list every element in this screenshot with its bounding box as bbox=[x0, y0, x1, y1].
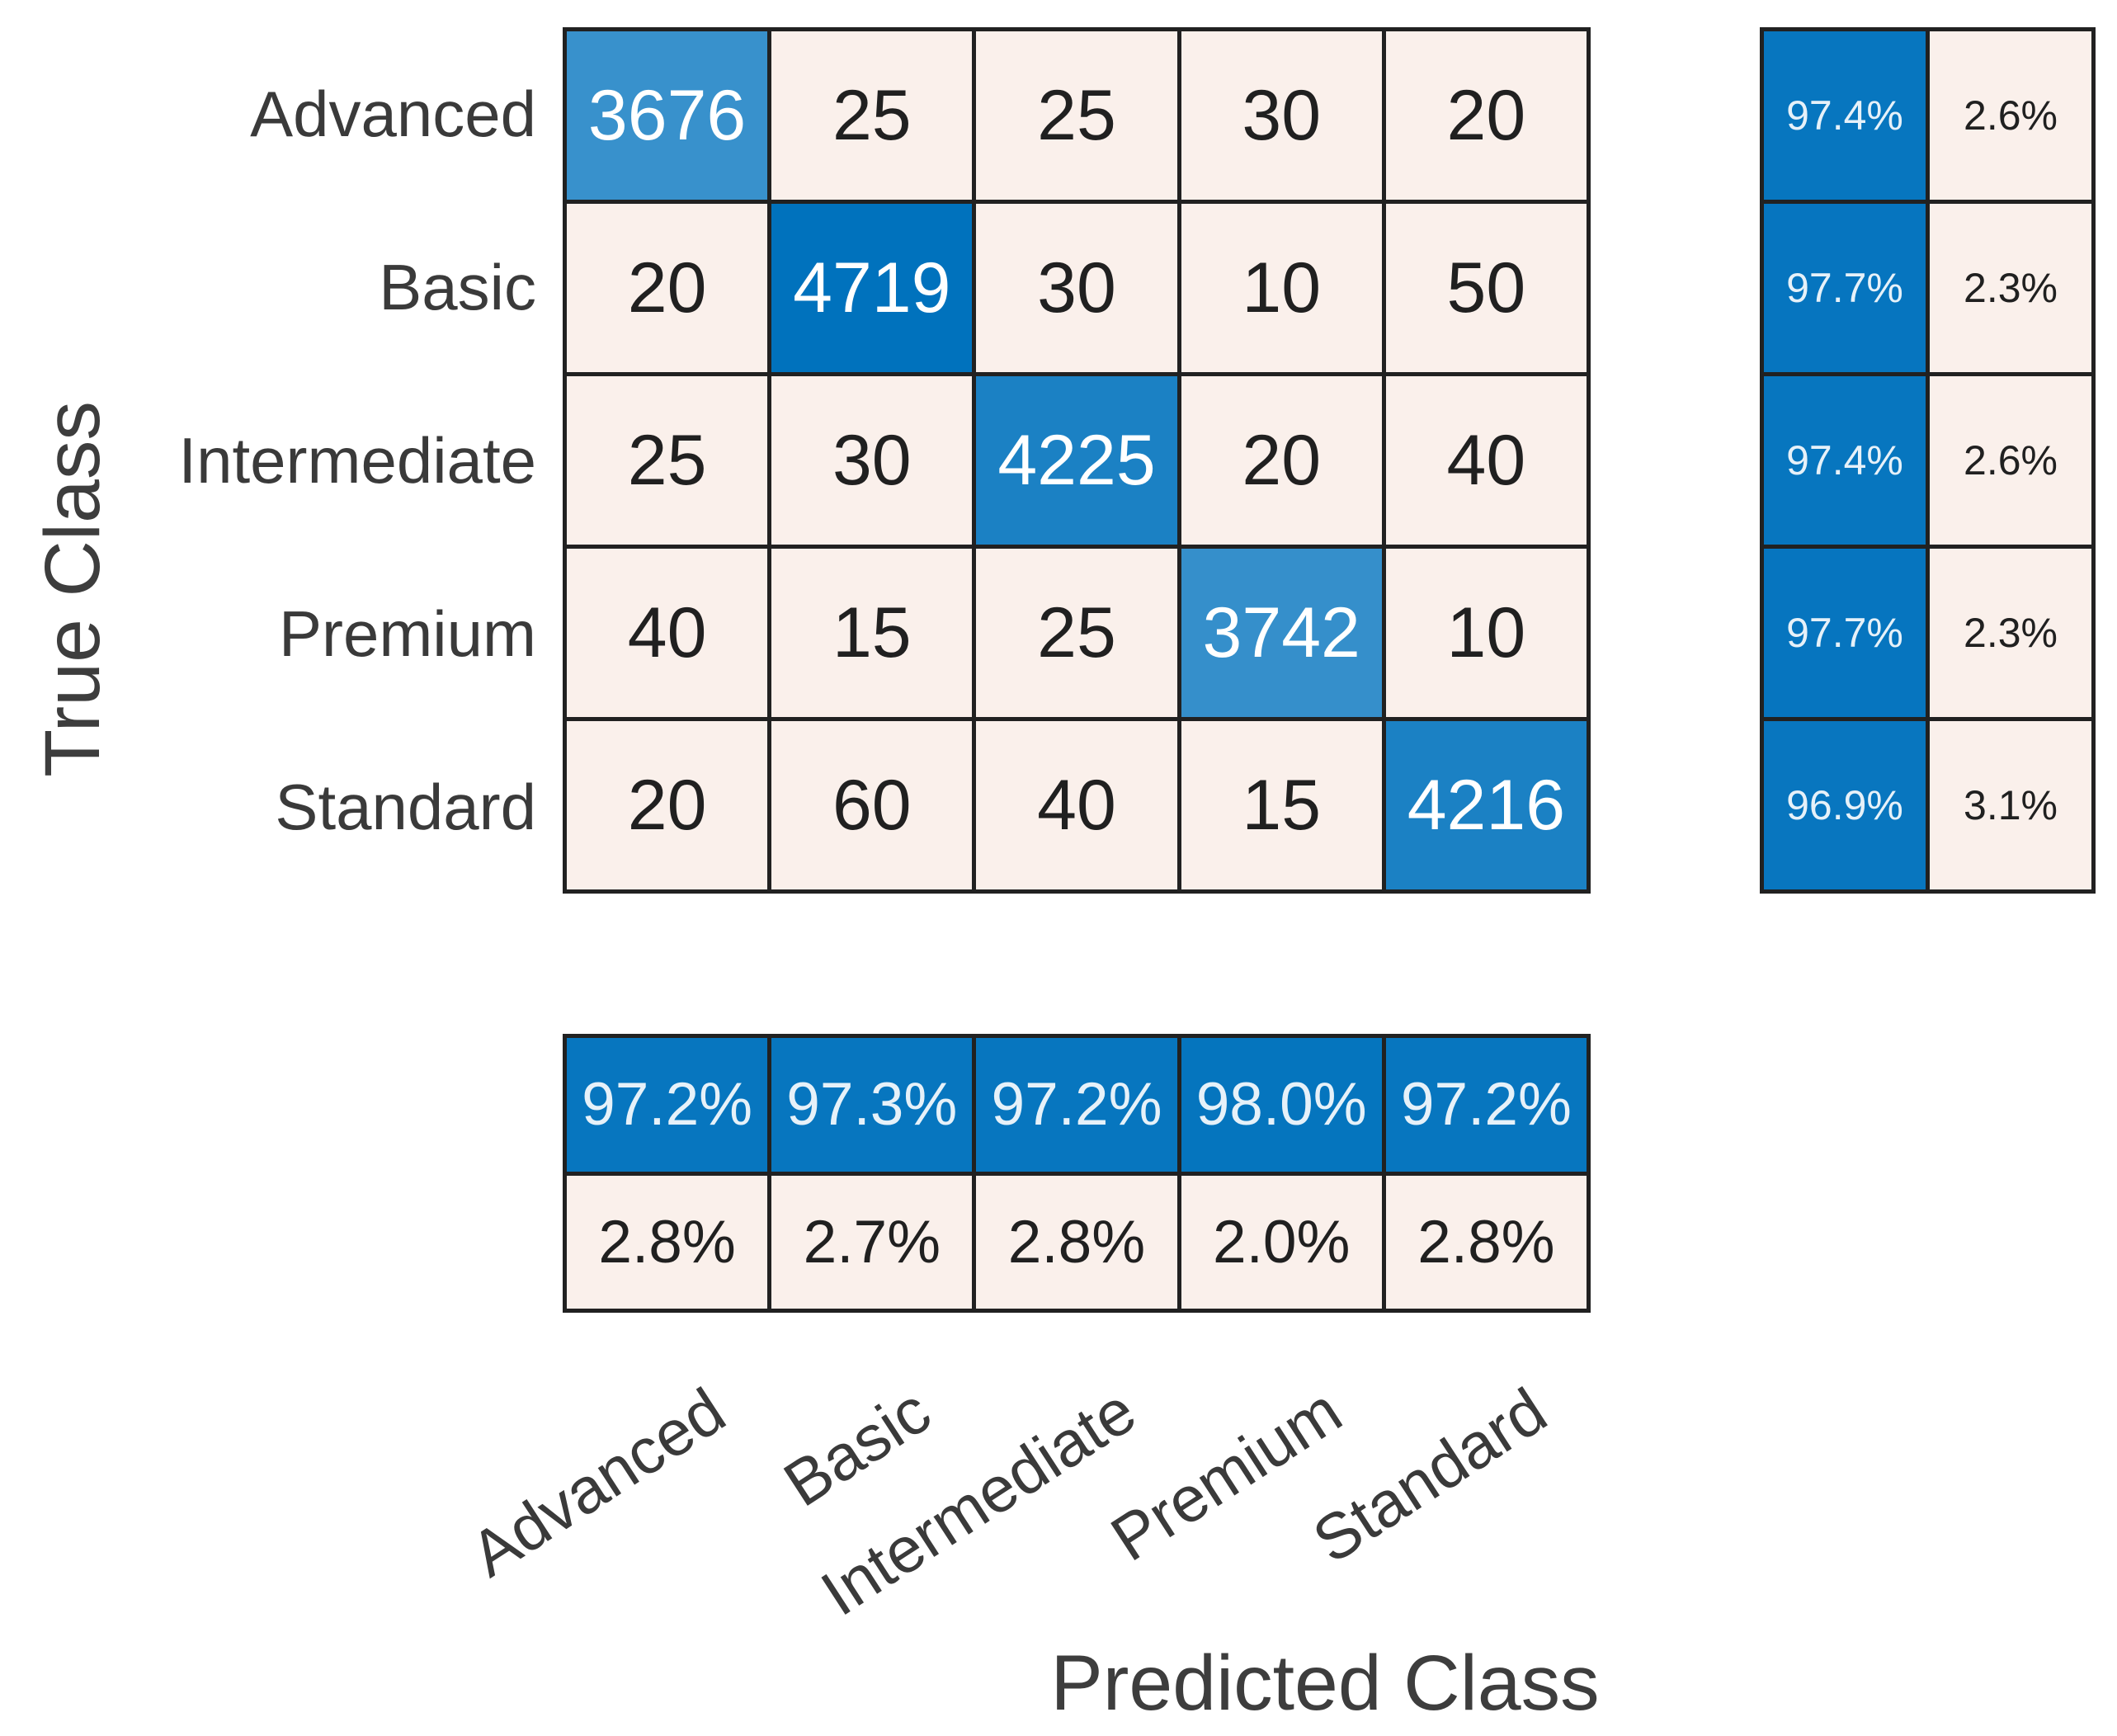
matrix-cell: 20 bbox=[567, 204, 768, 372]
matrix-cell: 3676 bbox=[567, 31, 768, 200]
matrix-cell: 20 bbox=[1181, 376, 1382, 545]
matrix-cell: 15 bbox=[771, 549, 973, 717]
matrix-cell: 10 bbox=[1181, 204, 1382, 372]
x-tick-label: Standard bbox=[1300, 1374, 1559, 1578]
x-tick-label: Premium bbox=[1098, 1374, 1354, 1575]
row-summary-grid: 97.4% 2.6% 97.7% 2.3% 97.4% 2.6% 97.7% 2.3% 96.9… bbox=[1760, 27, 2096, 894]
row-summary-correct-cell: 97.4% bbox=[1764, 31, 1926, 200]
row-summary-correct-cell: 97.7% bbox=[1764, 204, 1926, 372]
x-tick-label: Advanced bbox=[458, 1374, 738, 1591]
col-summary-incorrect-cell: 2.8% bbox=[976, 1175, 1177, 1309]
x-axis-title: Predicted Class bbox=[1050, 1639, 1600, 1727]
matrix-cell: 10 bbox=[1385, 549, 1587, 717]
row-summary-incorrect-cell: 2.6% bbox=[1930, 31, 2091, 200]
col-summary-incorrect-cell: 2.8% bbox=[567, 1175, 768, 1309]
matrix-cell: 4216 bbox=[1385, 721, 1587, 889]
y-axis-title: True Class bbox=[29, 401, 116, 777]
y-tick-label: Standard bbox=[275, 771, 536, 843]
column-summary-grid: 97.2% 97.3% 97.2% 98.0% 97.2% 2.8% 2.7% 2.8% 2.0… bbox=[563, 1034, 1591, 1313]
col-summary-correct-cell: 97.2% bbox=[567, 1038, 768, 1172]
col-summary-incorrect-cell: 2.7% bbox=[771, 1175, 973, 1309]
matrix-cell: 25 bbox=[976, 31, 1177, 200]
row-summary-correct-cell: 96.9% bbox=[1764, 721, 1926, 889]
matrix-cell: 25 bbox=[567, 376, 768, 545]
row-summary-incorrect-cell: 2.3% bbox=[1930, 549, 2091, 717]
matrix-cell: 30 bbox=[771, 376, 973, 545]
row-summary-incorrect-cell: 3.1% bbox=[1930, 721, 2091, 889]
col-summary-incorrect-cell: 2.0% bbox=[1181, 1175, 1382, 1309]
col-summary-incorrect-cell: 2.8% bbox=[1385, 1175, 1587, 1309]
matrix-cell: 40 bbox=[567, 549, 768, 717]
matrix-cell: 40 bbox=[976, 721, 1177, 889]
matrix-cell: 30 bbox=[1181, 31, 1382, 200]
row-summary-correct-cell: 97.7% bbox=[1764, 549, 1926, 717]
matrix-cell: 25 bbox=[976, 549, 1177, 717]
col-summary-correct-cell: 97.2% bbox=[976, 1038, 1177, 1172]
row-summary-correct-cell: 97.4% bbox=[1764, 376, 1926, 545]
y-tick-label: Basic bbox=[379, 251, 536, 323]
matrix-cell: 25 bbox=[771, 31, 973, 200]
y-tick-label: Advanced bbox=[250, 78, 536, 150]
row-summary-incorrect-cell: 2.3% bbox=[1930, 204, 2091, 372]
confusion-matrix-grid: 3676 25 25 30 20 20 4719 30 10 50 25 30 4225 20 40 40 15… bbox=[563, 27, 1591, 894]
matrix-cell: 60 bbox=[771, 721, 973, 889]
matrix-cell: 30 bbox=[976, 204, 1177, 372]
matrix-cell: 4719 bbox=[771, 204, 973, 372]
row-summary-incorrect-cell: 2.6% bbox=[1930, 376, 2091, 545]
matrix-cell: 40 bbox=[1385, 376, 1587, 545]
matrix-cell: 15 bbox=[1181, 721, 1382, 889]
matrix-cell: 20 bbox=[1385, 31, 1587, 200]
col-summary-correct-cell: 98.0% bbox=[1181, 1038, 1382, 1172]
matrix-cell: 4225 bbox=[976, 376, 1177, 545]
y-tick-label: Intermediate bbox=[178, 424, 536, 497]
col-summary-correct-cell: 97.2% bbox=[1385, 1038, 1587, 1172]
y-tick-label: Premium bbox=[278, 597, 536, 670]
col-summary-correct-cell: 97.3% bbox=[771, 1038, 973, 1172]
matrix-cell: 3742 bbox=[1181, 549, 1382, 717]
matrix-cell: 20 bbox=[567, 721, 768, 889]
matrix-cell: 50 bbox=[1385, 204, 1587, 372]
